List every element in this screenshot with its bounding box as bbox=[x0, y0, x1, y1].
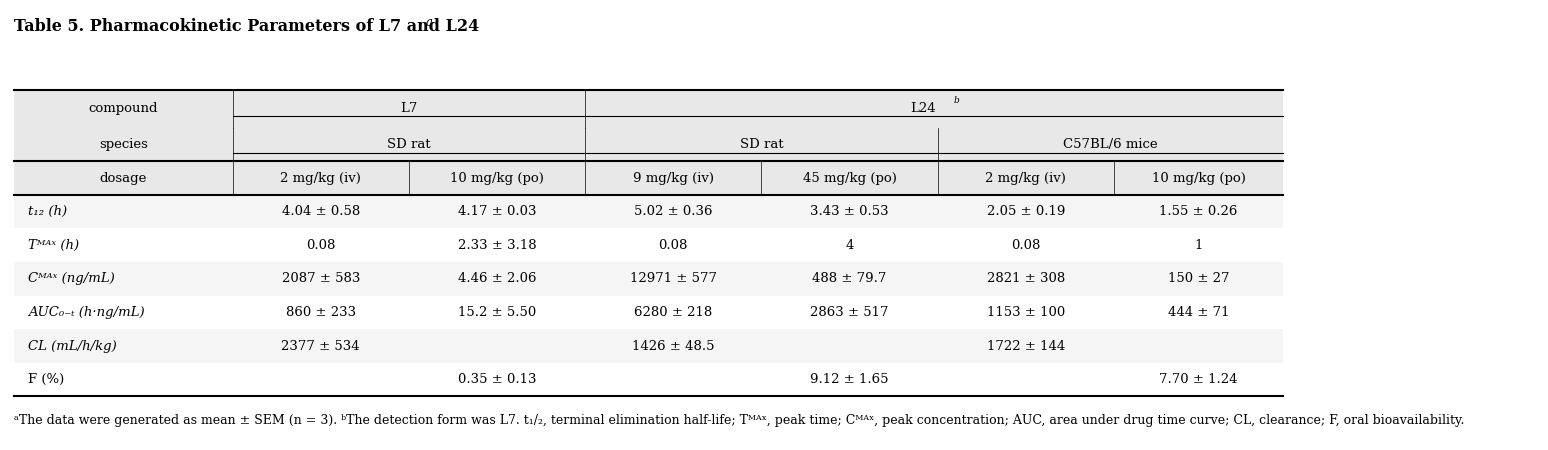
Bar bbox=[14, 363, 1283, 396]
Text: 4.17 ± 0.03: 4.17 ± 0.03 bbox=[458, 205, 536, 218]
Text: a: a bbox=[426, 16, 433, 29]
Text: 2.05 ± 0.19: 2.05 ± 0.19 bbox=[986, 205, 1065, 218]
Text: 1722 ± 144: 1722 ± 144 bbox=[986, 340, 1065, 352]
Text: ᵃThe data were generated as mean ± SEM (n = 3). ᵇThe detection form was L7. t₁/₂: ᵃThe data were generated as mean ± SEM (… bbox=[14, 414, 1464, 428]
Text: 10 mg/kg (po): 10 mg/kg (po) bbox=[450, 171, 543, 184]
Text: 9.12 ± 1.65: 9.12 ± 1.65 bbox=[810, 373, 889, 386]
Text: 2.33 ± 3.18: 2.33 ± 3.18 bbox=[458, 239, 536, 252]
Bar bbox=[14, 90, 1283, 195]
Text: L7: L7 bbox=[401, 102, 418, 115]
Text: SD rat: SD rat bbox=[740, 138, 783, 151]
Text: Tᴹᴬˣ (h): Tᴹᴬˣ (h) bbox=[28, 239, 79, 252]
Text: 45 mg/kg (po): 45 mg/kg (po) bbox=[802, 171, 896, 184]
Bar bbox=[14, 262, 1283, 296]
Text: SD rat: SD rat bbox=[387, 138, 430, 151]
Text: F (%): F (%) bbox=[28, 373, 65, 386]
Text: 2821 ± 308: 2821 ± 308 bbox=[986, 272, 1065, 285]
Text: 15.2 ± 5.50: 15.2 ± 5.50 bbox=[458, 306, 536, 319]
Text: 4: 4 bbox=[845, 239, 854, 252]
Text: 7.70 ± 1.24: 7.70 ± 1.24 bbox=[1159, 373, 1238, 386]
Text: 10 mg/kg (po): 10 mg/kg (po) bbox=[1152, 171, 1246, 184]
Text: 12971 ± 577: 12971 ± 577 bbox=[630, 272, 717, 285]
Text: 2377 ± 534: 2377 ± 534 bbox=[282, 340, 361, 352]
Text: 0.08: 0.08 bbox=[307, 239, 336, 252]
Text: 0.35 ± 0.13: 0.35 ± 0.13 bbox=[458, 373, 536, 386]
Bar bbox=[14, 195, 1283, 229]
Text: 9 mg/kg (iv): 9 mg/kg (iv) bbox=[633, 171, 714, 184]
Text: 860 ± 233: 860 ± 233 bbox=[286, 306, 356, 319]
Text: 2087 ± 583: 2087 ± 583 bbox=[282, 272, 361, 285]
Text: 0.08: 0.08 bbox=[1011, 239, 1040, 252]
Text: L24: L24 bbox=[910, 102, 935, 115]
Text: 2863 ± 517: 2863 ± 517 bbox=[810, 306, 889, 319]
Text: AUC₀₋ₜ (h·ng/mL): AUC₀₋ₜ (h·ng/mL) bbox=[28, 306, 146, 319]
Text: 2 mg/kg (iv): 2 mg/kg (iv) bbox=[986, 171, 1067, 184]
Text: C57BL/6 mice: C57BL/6 mice bbox=[1063, 138, 1158, 151]
Text: Table 5. Pharmacokinetic Parameters of L7 and L24: Table 5. Pharmacokinetic Parameters of L… bbox=[14, 18, 480, 35]
Text: 488 ± 79.7: 488 ± 79.7 bbox=[813, 272, 887, 285]
Text: 1.55 ± 0.26: 1.55 ± 0.26 bbox=[1159, 205, 1238, 218]
Text: 2 mg/kg (iv): 2 mg/kg (iv) bbox=[280, 171, 361, 184]
Bar bbox=[14, 195, 1283, 396]
Text: 3.43 ± 0.53: 3.43 ± 0.53 bbox=[810, 205, 889, 218]
Text: Cᴹᴬˣ (ng/mL): Cᴹᴬˣ (ng/mL) bbox=[28, 272, 115, 285]
Text: species: species bbox=[99, 138, 147, 151]
Text: t₁₂ (h): t₁₂ (h) bbox=[28, 205, 67, 218]
Text: 4.04 ± 0.58: 4.04 ± 0.58 bbox=[282, 205, 361, 218]
Text: b: b bbox=[954, 96, 960, 105]
Text: CL (mL/h/kg): CL (mL/h/kg) bbox=[28, 340, 118, 352]
Text: dosage: dosage bbox=[99, 171, 147, 184]
Bar bbox=[14, 229, 1283, 262]
Text: 150 ± 27: 150 ± 27 bbox=[1167, 272, 1229, 285]
Text: compound: compound bbox=[88, 102, 158, 115]
Text: 4.46 ± 2.06: 4.46 ± 2.06 bbox=[458, 272, 536, 285]
Text: 1426 ± 48.5: 1426 ± 48.5 bbox=[632, 340, 715, 352]
Text: 1: 1 bbox=[1195, 239, 1203, 252]
Text: 444 ± 71: 444 ± 71 bbox=[1167, 306, 1229, 319]
Bar bbox=[14, 296, 1283, 329]
Bar bbox=[14, 329, 1283, 363]
Text: 5.02 ± 0.36: 5.02 ± 0.36 bbox=[635, 205, 712, 218]
Text: 0.08: 0.08 bbox=[658, 239, 687, 252]
Text: 1153 ± 100: 1153 ± 100 bbox=[986, 306, 1065, 319]
Text: 6280 ± 218: 6280 ± 218 bbox=[635, 306, 712, 319]
